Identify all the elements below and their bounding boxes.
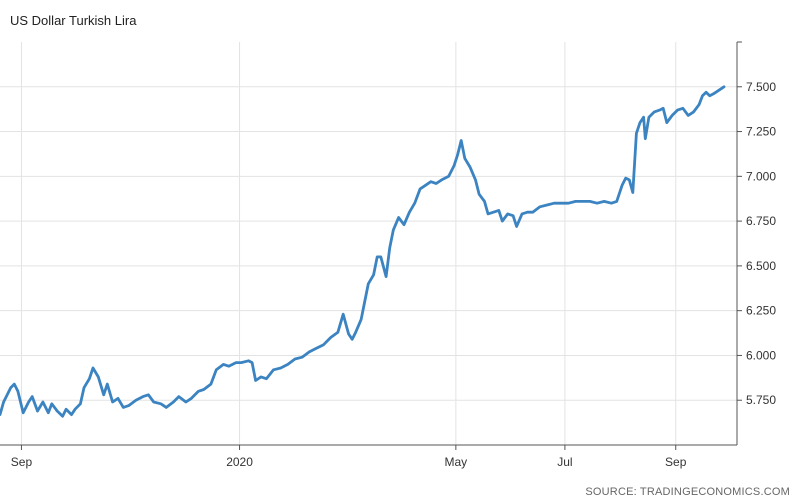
y-tick-label: 6.750 [746,214,776,228]
x-axis-ticks: Sep 2020 May Jul Sep [11,455,687,469]
chart-title: US Dollar Turkish Lira [10,13,137,28]
axes [0,41,742,450]
y-tick-label: 7.000 [746,169,776,183]
y-axis-ticks: 5.750 6.000 6.250 6.500 6.750 7.000 7.250 7.500 [746,80,776,407]
y-tick-label: 6.000 [746,348,776,362]
x-tick-label: May [445,455,468,469]
grid-lines [0,42,737,445]
source-label: SOURCE: TRADINGECONOMICS.COM [585,486,790,498]
x-tick-label: Jul [557,455,572,469]
y-tick-label: 5.750 [746,393,776,407]
x-tick-label: Sep [11,455,33,469]
series-line-usdtry [0,85,726,418]
y-tick-label: 6.250 [746,304,776,318]
y-tick-label: 6.500 [746,259,776,273]
y-tick-label: 7.250 [746,125,776,139]
y-tick-label: 7.500 [746,80,776,94]
x-tick-label: 2020 [226,455,253,469]
x-tick-label: Sep [665,455,687,469]
